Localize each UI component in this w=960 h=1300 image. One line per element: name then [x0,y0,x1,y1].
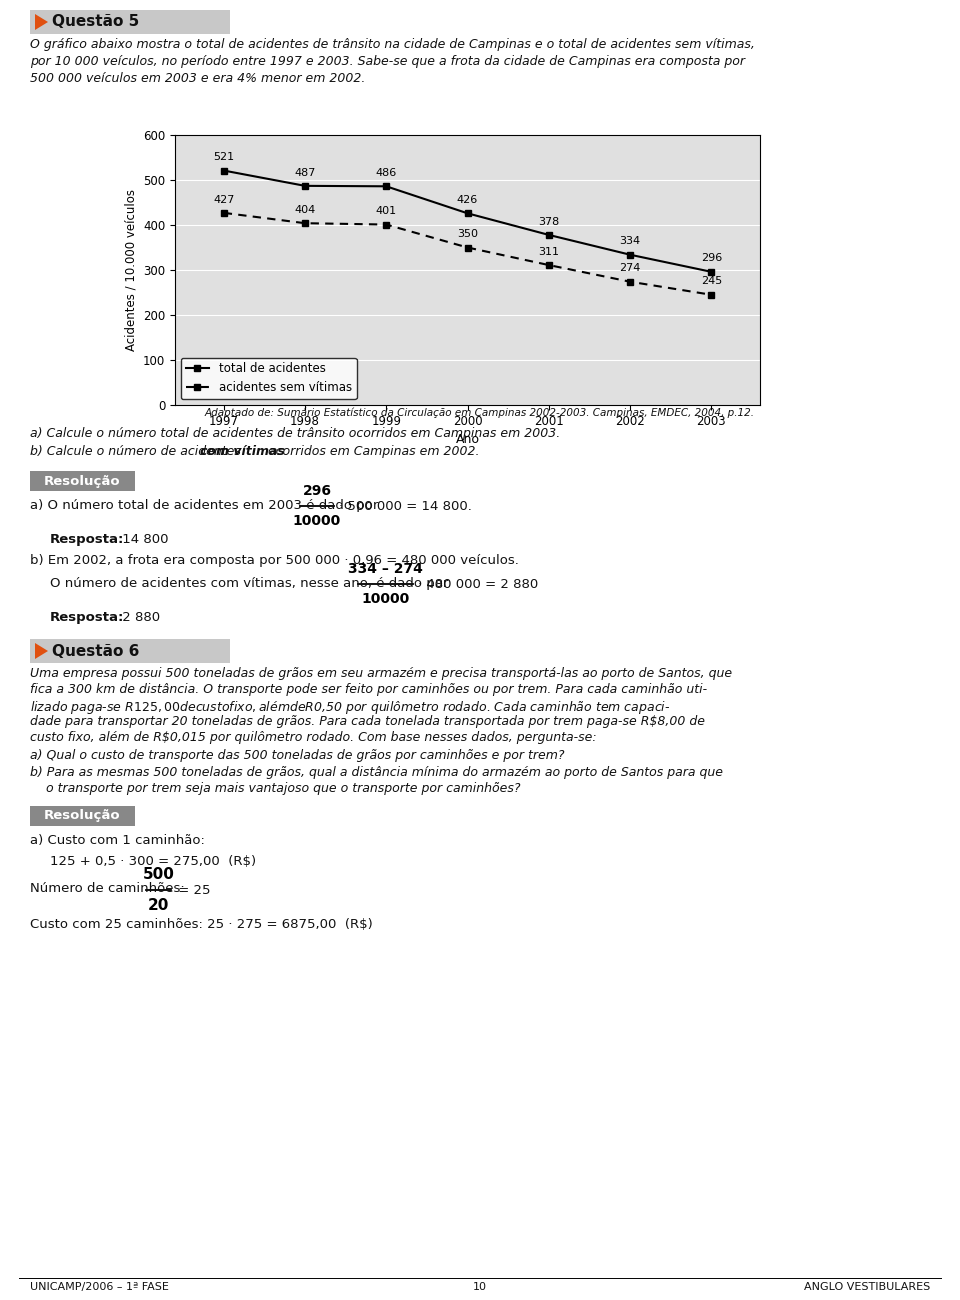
Text: 2 880: 2 880 [118,611,160,624]
Text: Custo com 25 caminhões: 25 · 275 = 6875,00  (R$): Custo com 25 caminhões: 25 · 275 = 6875,… [30,918,372,931]
Line: total de acidentes: total de acidentes [220,168,715,276]
Text: 311: 311 [539,247,560,256]
Text: por 10 000 veículos, no período entre 1997 e 2003. Sabe-se que a frota da cidade: por 10 000 veículos, no período entre 19… [30,55,745,68]
Text: 125 + 0,5 · 300 = 275,00  (R$): 125 + 0,5 · 300 = 275,00 (R$) [50,855,256,868]
Text: Questão 5: Questão 5 [52,14,139,30]
Text: Uma empresa possui 500 toneladas de grãos em seu armazém e precisa transportá-la: Uma empresa possui 500 toneladas de grão… [30,667,732,680]
Text: 10000: 10000 [361,592,410,606]
Text: 10000: 10000 [293,514,341,528]
acidentes sem vítimas [543,257,555,273]
Text: a) Qual o custo de transporte das 500 toneladas de grãos por caminhões e por tre: a) Qual o custo de transporte das 500 to… [30,749,564,762]
total de acidentes [300,178,311,194]
Text: a) Calcule o número total de acidentes de trânsito ocorridos em Campinas em 2003: a) Calcule o número total de acidentes d… [30,426,561,439]
Y-axis label: Acidentes / 10.000 veículos: Acidentes / 10.000 veículos [125,188,137,351]
total de acidentes [543,227,555,243]
Text: b) Calcule o número de acidentes: b) Calcule o número de acidentes [30,445,245,458]
Text: Resolução: Resolução [44,810,121,823]
total de acidentes [218,162,229,178]
Text: 404: 404 [295,205,316,214]
Text: 426: 426 [457,195,478,205]
acidentes sem vítimas [218,205,229,221]
Text: b) Em 2002, a frota era composta por 500 000 · 0,96 = 480 000 veículos.: b) Em 2002, a frota era composta por 500… [30,554,518,567]
acidentes sem vítimas [462,239,473,255]
FancyBboxPatch shape [30,806,135,826]
Text: dade para transportar 20 toneladas de grãos. Para cada tonelada transportada por: dade para transportar 20 toneladas de gr… [30,715,705,728]
Line: acidentes sem vítimas: acidentes sem vítimas [220,209,715,298]
Text: Resposta:: Resposta: [50,611,125,624]
acidentes sem vítimas [706,287,717,303]
Text: Resposta:: Resposta: [50,533,125,546]
Text: 378: 378 [539,217,560,226]
Polygon shape [35,14,48,30]
Legend: total de acidentes, acidentes sem vítimas: total de acidentes, acidentes sem vítima… [180,358,356,399]
Text: 10: 10 [473,1282,487,1292]
Text: · 500 000 = 14 800.: · 500 000 = 14 800. [339,499,471,512]
Text: ANGLO VESTIBULARES: ANGLO VESTIBULARES [804,1282,930,1292]
total de acidentes [624,247,636,263]
Text: 350: 350 [457,229,478,239]
Text: O número de acidentes com vítimas, nesse ano, é dado por: O número de acidentes com vítimas, nesse… [50,577,448,590]
Text: UNICAMP/2006 – 1ª FASE: UNICAMP/2006 – 1ª FASE [30,1282,169,1292]
Text: = 25: = 25 [175,884,211,897]
Polygon shape [35,644,48,659]
Text: 487: 487 [295,168,316,178]
FancyBboxPatch shape [30,10,230,34]
Text: Resolução: Resolução [44,474,121,488]
Text: 500 000 veículos em 2003 e era 4% menor em 2002.: 500 000 veículos em 2003 e era 4% menor … [30,72,366,84]
Text: lizado paga-se R$125,00 de custo fixo, além de R$0,50 por quilômetro rodado. Cad: lizado paga-se R$125,00 de custo fixo, a… [30,699,670,716]
Text: a) O número total de acidentes em 2003 é dado por: a) O número total de acidentes em 2003 é… [30,499,378,512]
Text: 500: 500 [142,867,175,881]
Text: Questão 6: Questão 6 [52,644,139,659]
acidentes sem vítimas [380,217,392,233]
FancyBboxPatch shape [30,471,135,491]
acidentes sem vítimas [624,274,636,290]
total de acidentes [380,178,392,194]
Text: custo fixo, além de R$0,015 por quilômetro rodado. Com base nesses dados, pergun: custo fixo, além de R$0,015 por quilômet… [30,731,596,744]
total de acidentes [706,264,717,280]
Text: 427: 427 [213,195,234,204]
Text: o transporte por trem seja mais vantajoso que o transporte por caminhões?: o transporte por trem seja mais vantajos… [30,783,520,796]
Text: 296: 296 [302,484,331,498]
acidentes sem vítimas [300,216,311,231]
Text: 486: 486 [375,168,396,178]
FancyBboxPatch shape [30,640,230,663]
Text: Adaptado de: Sumário Estatístico da Circulação em Campinas 2002-2003. Campinas, : Adaptado de: Sumário Estatístico da Circ… [205,407,755,417]
Text: com vítimas: com vítimas [200,445,285,458]
Text: O gráfico abaixo mostra o total de acidentes de trânsito na cidade de Campinas e: O gráfico abaixo mostra o total de acide… [30,38,755,51]
Text: ocorridos em Campinas em 2002.: ocorridos em Campinas em 2002. [264,445,479,458]
Text: fica a 300 km de distância. O transporte pode ser feito por caminhões ou por tre: fica a 300 km de distância. O transporte… [30,682,708,696]
Text: b) Para as mesmas 500 toneladas de grãos, qual a distância mínima do armazém ao : b) Para as mesmas 500 toneladas de grãos… [30,766,723,779]
Text: 334 – 274: 334 – 274 [348,562,422,576]
Text: 334: 334 [619,237,640,247]
X-axis label: Ano: Ano [455,433,479,446]
total de acidentes [462,205,473,221]
Text: 401: 401 [375,207,396,216]
Text: 274: 274 [619,264,640,273]
Text: 20: 20 [148,898,169,913]
Text: 521: 521 [213,152,234,162]
Text: 245: 245 [701,277,722,286]
Text: 296: 296 [701,254,722,264]
Text: 14 800: 14 800 [118,533,169,546]
Text: · 480 000 = 2 880: · 480 000 = 2 880 [419,577,539,590]
Text: a) Custo com 1 caminhão:: a) Custo com 1 caminhão: [30,835,204,848]
Text: Número de caminhões:: Número de caminhões: [30,881,189,894]
